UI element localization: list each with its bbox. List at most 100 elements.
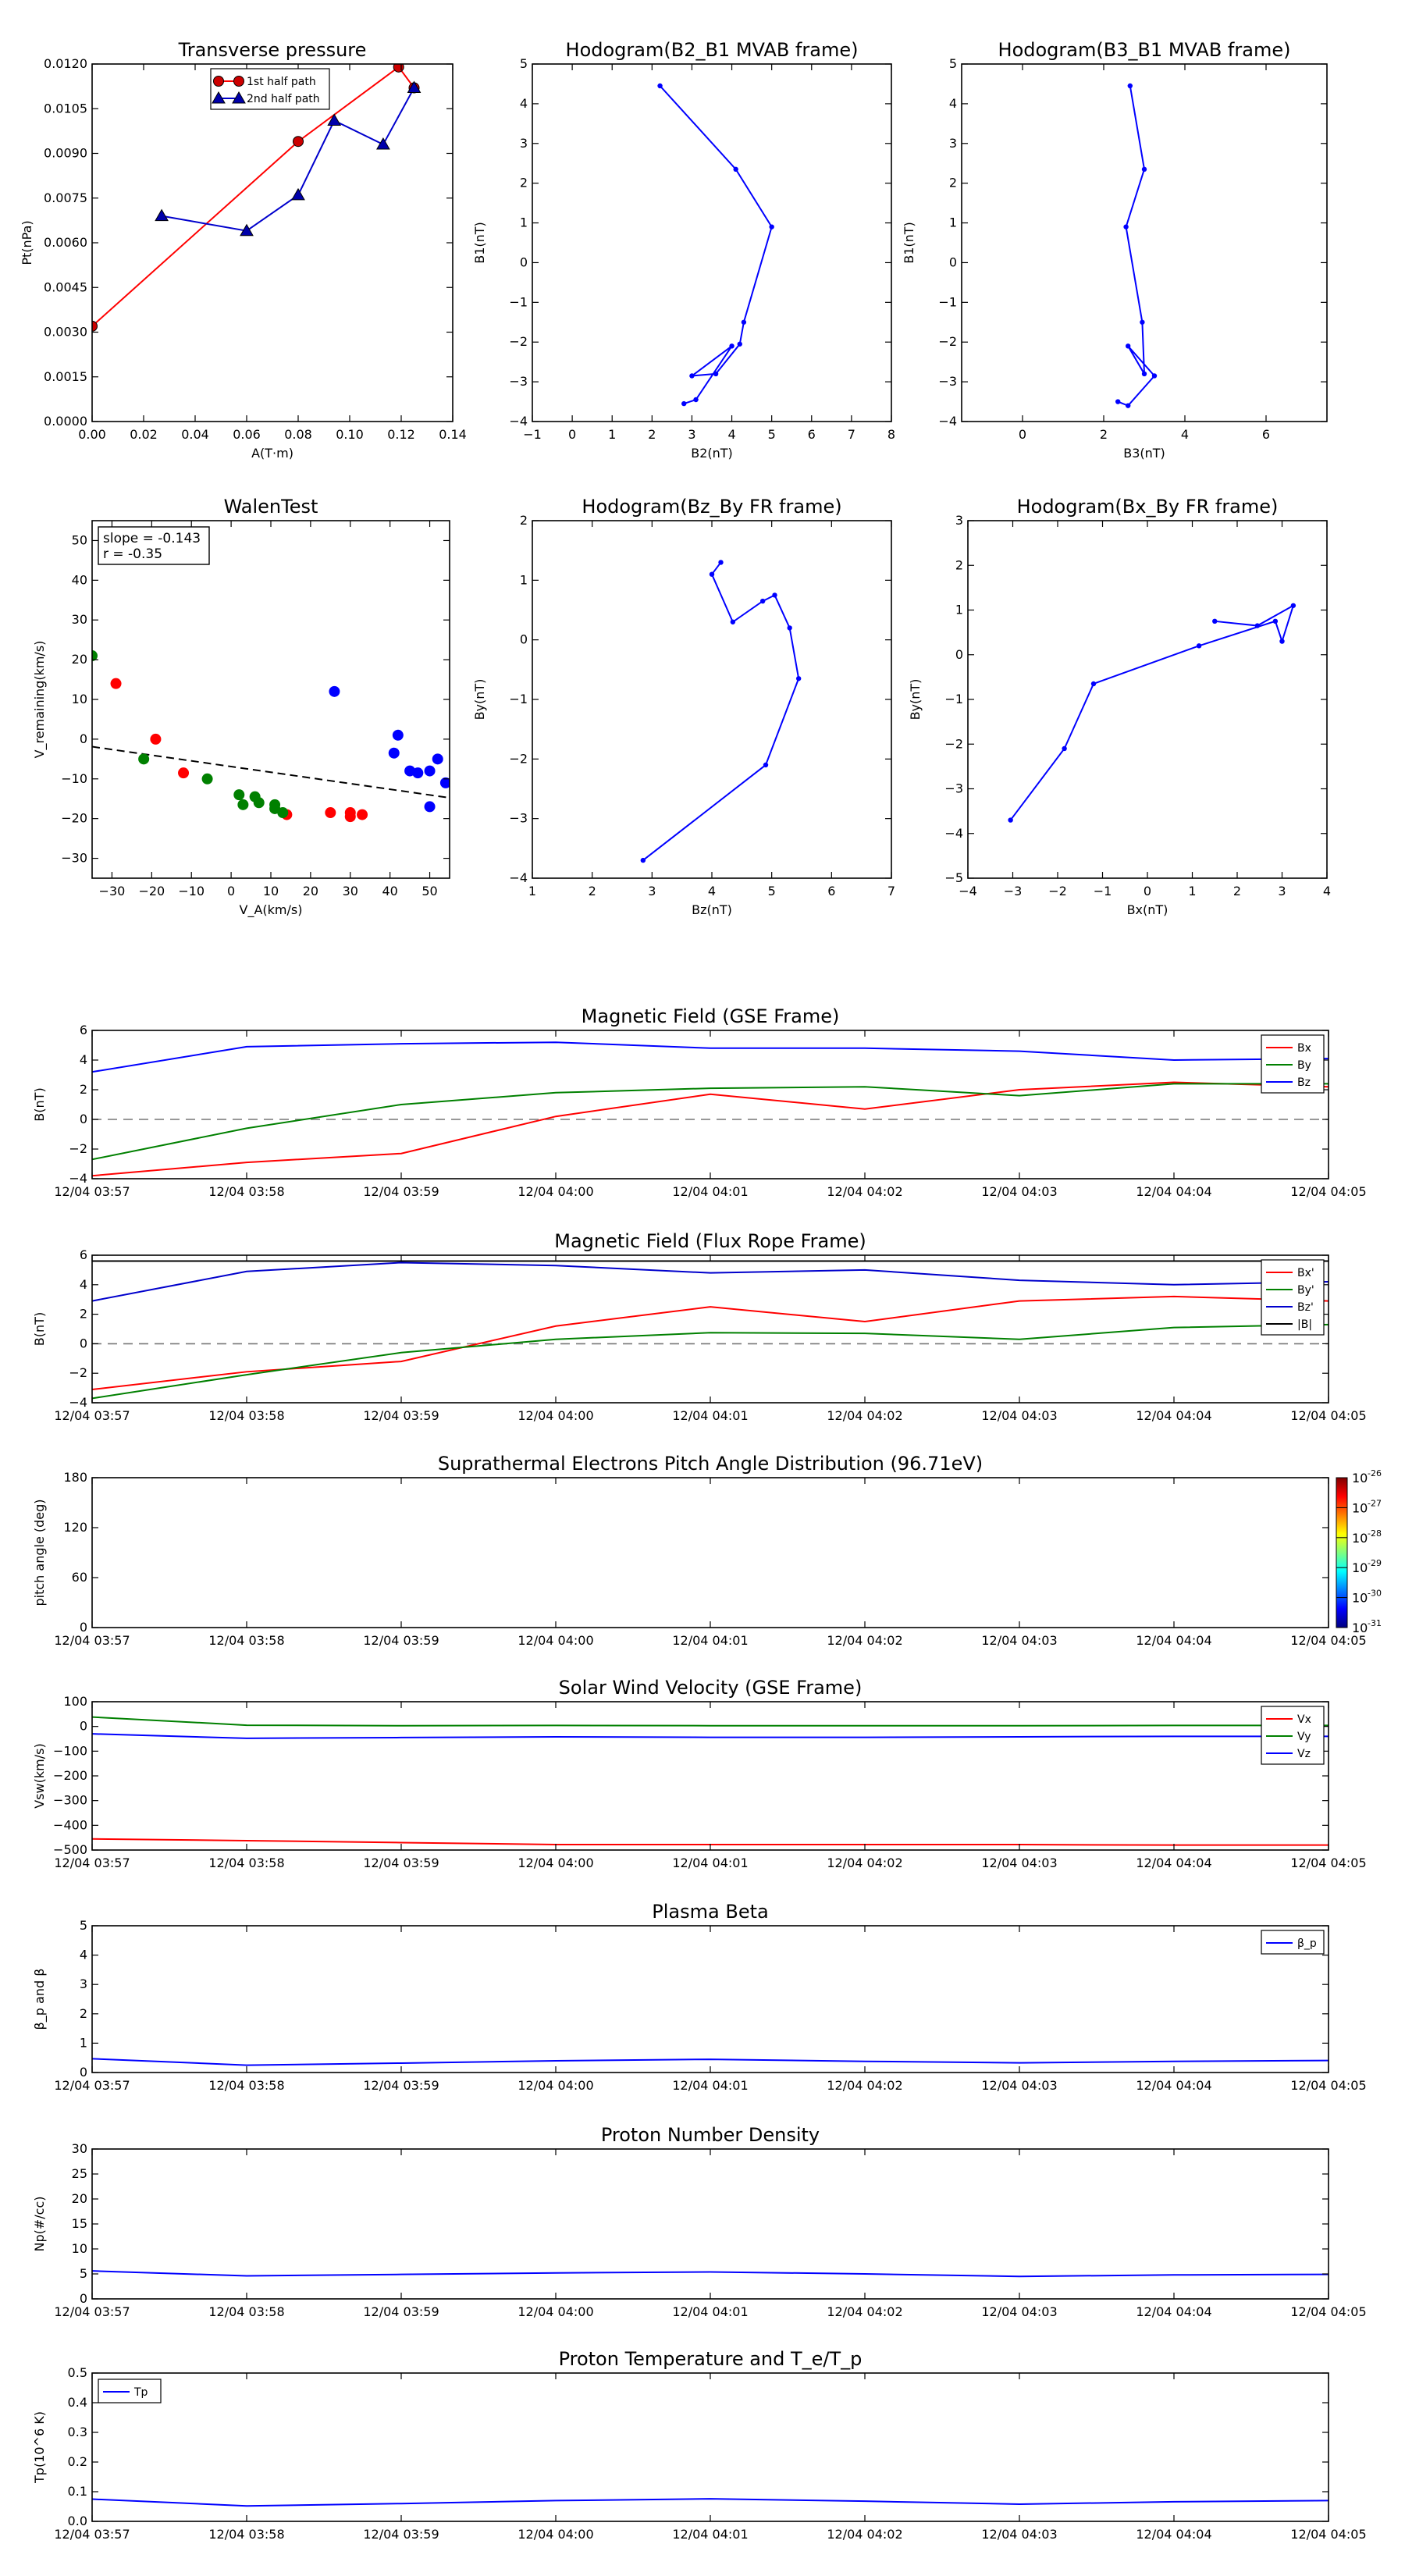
data-point [1254,623,1261,628]
x-tick-label: 12/04 03:59 [363,1633,439,1648]
x-axis-label: Bx(nT) [1127,902,1168,917]
data-point [1062,745,1067,752]
walen-panel: −30 −20 −10 0 10 20 30 40 50 −30 −20 −10 0 10 20 30 40 50… [32,496,450,918]
x-tick-label: 12/04 04:04 [1136,2078,1211,2093]
x-tick-label: 12/04 03:57 [54,1633,130,1648]
y-tick-label: 5 [520,56,528,71]
y-tick-label: 2 [80,1082,87,1097]
x-tick-label: 6 [808,427,816,442]
data-layer [92,2498,1329,2507]
y-tick-label: −4 [944,826,963,841]
scatter-point [329,685,340,697]
y-tick-label: −3 [944,781,963,796]
y-tick-label: 2 [955,557,963,572]
x-tick-label: 12/04 03:57 [54,1184,130,1199]
y-axis-label: Vsw(km/s) [32,1743,47,1808]
x-tick-label: 12/04 03:59 [363,1184,439,1199]
data-layer [640,560,802,863]
x-tick-label: 2 [1100,427,1108,442]
colorbar-exponent: -28 [1368,1528,1382,1539]
x-tick-label: 12/04 03:58 [208,2527,284,2542]
data-point [291,187,305,201]
plot-area [92,1255,1329,1403]
y-tick-label: −2 [69,1141,87,1156]
x-tick-label: 12/04 04:02 [827,1856,902,1870]
legend-label: Bz [1297,1076,1311,1089]
h1-panel: −1 0 1 2 3 4 5 6 7 8 −4 −3 −2 −1 0 1 2 3 4 5 Hodogram(B2_B1 … [472,39,895,461]
series-line-series-0 [92,2270,1329,2278]
y-tick-label: −4 [509,414,528,429]
x-tick-label: 12/04 04:00 [518,1856,593,1870]
x-tick-label: 12/04 04:01 [672,1184,748,1199]
y-tick-label: 5 [80,2266,87,2281]
y-tick-label: 0.0045 [44,279,87,294]
plot-area [92,1926,1329,2073]
x-tick-label: 12/04 04:03 [981,2527,1057,2542]
chart-title: Hodogram(Bx_By FR frame) [1017,496,1279,518]
scatter-point [253,797,265,809]
y-tick-label: −400 [53,1817,87,1832]
legend-label: By' [1297,1284,1314,1297]
x-tick-label: 2 [1233,884,1241,898]
x-tick-label: 8 [887,427,895,442]
x-tick-label: 0.14 [439,427,467,442]
x-tick-label: 5 [768,427,776,442]
y-tick-label: 120 [63,1520,87,1535]
y-axis-label: V_remaining(km/s) [32,641,48,759]
y-tick-label: 100 [63,1694,87,1709]
y-tick-label: −2 [69,1365,87,1380]
x-tick-label: 12/04 03:58 [208,2304,284,2319]
x-tick-label: 12/04 04:01 [672,2527,748,2542]
legend: 1st half path 2nd half path [210,68,330,110]
plot-area [92,2149,1329,2299]
y-tick-label: 4 [520,96,528,111]
x-tick-label: 1 [608,427,616,442]
h4-panel: −4 −3 −2 −1 0 1 2 3 4−5−4−3−2−10123Hodogram(Bx_B… [908,496,1331,917]
data-layer [92,2270,1329,2278]
y-tick-label: −1 [509,692,528,706]
series-line-by [92,1083,1329,1161]
legend-label: Bx [1297,1042,1311,1055]
x-tick-label: 3 [1278,884,1286,898]
y-tick-label: 180 [63,1470,87,1485]
scatter-point [344,811,356,823]
y-tick-label: 2 [520,176,528,190]
data-point [1212,618,1218,624]
y-tick-label: −500 [53,1842,87,1857]
plot-frame [961,63,1328,422]
chart-title: Hodogram(Bz_By FR frame) [582,496,841,518]
y-tick-label: 0 [80,2291,87,2306]
y-tick-label: −20 [61,811,87,826]
x-axis-label: B3(nT) [1123,446,1165,461]
y-tick-label: −4 [69,1171,87,1186]
y-tick-label: −100 [53,1743,87,1758]
x-tick-label: 12/04 04:03 [981,1408,1057,1423]
y-axis-label: pitch angle (deg) [32,1499,47,1606]
x-tick-label: 50 [422,884,437,898]
y-axis-label: B(nT) [32,1087,47,1121]
y-tick-label: 15 [72,2216,87,2231]
x-tick-label: 12/04 04:04 [1136,2304,1211,2319]
y-tick-label: −4 [938,414,957,429]
y-tick-label: 0 [520,254,528,269]
x-tick-label: 12/04 03:58 [208,1633,284,1648]
data-point [795,676,802,681]
x-tick-label: 12/04 03:58 [208,2078,284,2093]
y-tick-label: 0 [80,1112,87,1126]
legend-label: 1st half path [247,76,316,88]
y-tick-label: 20 [72,2191,87,2206]
data-point [769,224,774,229]
scatter-point [325,807,336,819]
y-tick-label: 0 [80,1336,87,1350]
x-tick-label: 12/04 04:02 [827,1408,902,1423]
x-tick-label: 12/04 04:01 [672,1856,748,1870]
legend-marker [212,91,226,104]
y-tick-label: 6 [80,1023,87,1037]
y-tick-label: 20 [72,652,87,667]
data-point [293,136,304,148]
x-tick-label: 0 [227,884,235,898]
data-point [713,371,719,377]
x-tick-label: 12/04 04:05 [1290,2078,1366,2093]
data-point [1140,319,1145,325]
x-tick-label: −20 [138,884,165,898]
